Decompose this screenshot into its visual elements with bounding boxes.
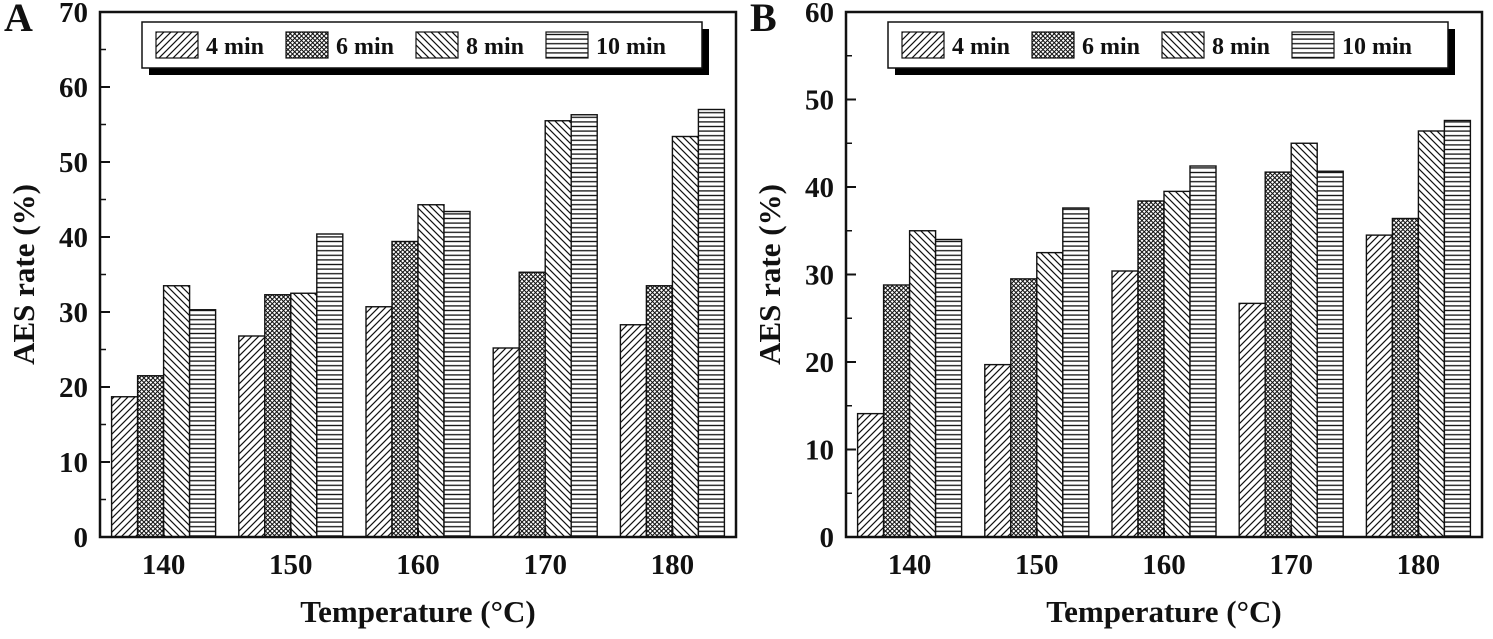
legend-label: 6 min — [1082, 34, 1140, 60]
bar-160c-4min — [365, 306, 393, 538]
bar-140c-10min — [188, 309, 217, 538]
x-tick-label: 150 — [269, 549, 313, 581]
legend-label: 4 min — [206, 34, 264, 60]
legend-swatch-crosshatch — [285, 31, 329, 59]
legend-label: 8 min — [1212, 34, 1270, 60]
y-tick-label: 40 — [805, 172, 834, 204]
bar-180c-6min — [645, 285, 674, 538]
x-tick-label: 180 — [651, 549, 695, 581]
legend-swatch-horizontal — [545, 31, 589, 59]
legend-swatch-diagonal-back — [415, 31, 459, 59]
y-axis-title: AES rate (%) — [752, 184, 787, 365]
bar-140c-10min — [934, 238, 963, 538]
y-tick-label: 0 — [820, 522, 835, 554]
x-tick-label: 140 — [888, 549, 932, 581]
y-axis-title: AES rate (%) — [6, 184, 41, 365]
y-tick-label: 70 — [59, 0, 88, 29]
bar-160c-4min — [1111, 270, 1139, 538]
bar-150c-10min — [316, 233, 344, 538]
bar-160c-6min — [391, 240, 419, 538]
bar-150c-4min — [238, 335, 266, 538]
bar-170c-6min — [518, 271, 546, 538]
bar-160c-8min — [417, 204, 445, 538]
legend-swatch-diagonal-forward — [901, 31, 945, 59]
bar-140c-6min — [136, 375, 165, 538]
bar-150c-6min — [264, 294, 292, 538]
plot-frame — [844, 10, 1484, 539]
legend-label: 10 min — [1342, 34, 1412, 60]
y-tick-label: 10 — [59, 447, 88, 479]
legend-swatch-diagonal-back — [1161, 31, 1205, 59]
bar-150c-6min — [1010, 278, 1038, 538]
x-axis-title: Temperature (°C) — [1046, 594, 1281, 629]
bar-170c-8min — [544, 120, 572, 538]
bar-140c-6min — [882, 284, 911, 538]
bar-180c-10min — [1443, 119, 1472, 538]
bar-150c-8min — [1036, 251, 1064, 538]
x-axis-title: Temperature (°C) — [300, 594, 535, 629]
bar-180c-4min — [619, 324, 648, 538]
y-tick-label: 40 — [59, 222, 88, 254]
bar-140c-8min — [908, 230, 937, 538]
bar-160c-10min — [1189, 165, 1217, 538]
legend-label: 6 min — [336, 34, 394, 60]
bar-160c-10min — [443, 210, 471, 538]
bar-180c-4min — [1365, 234, 1394, 538]
legend-swatch-diagonal-forward — [155, 31, 199, 59]
panel-label-a: A — [4, 0, 33, 40]
y-tick-label: 0 — [74, 522, 89, 554]
bar-170c-4min — [1238, 302, 1266, 538]
bar-140c-4min — [856, 412, 885, 538]
legend-label: 8 min — [466, 34, 524, 60]
x-tick-label: 170 — [1269, 549, 1313, 581]
y-tick-label: 10 — [805, 435, 834, 467]
y-tick-label: 50 — [59, 147, 88, 179]
legend-label: 4 min — [952, 34, 1010, 60]
bar-chart-a: 140 150 160 170 180 0 10 20 30 40 50 60 70 4 min 6 min… — [6, 0, 738, 629]
bar-150c-4min — [984, 363, 1012, 538]
x-tick-label: 140 — [142, 549, 186, 581]
y-tick-label: 50 — [805, 85, 834, 117]
bar-140c-4min — [110, 396, 139, 538]
x-tick-label: 150 — [1015, 549, 1059, 581]
bar-170c-10min — [1316, 170, 1344, 538]
x-tick-label: 160 — [1142, 549, 1186, 581]
bar-170c-6min — [1264, 171, 1292, 538]
bar-140c-8min — [162, 285, 191, 538]
y-tick-label: 20 — [805, 347, 834, 379]
y-tick-label: 20 — [59, 372, 88, 404]
legend-label: 10 min — [596, 34, 666, 60]
bar-170c-4min — [492, 347, 520, 538]
bar-150c-8min — [290, 292, 318, 538]
x-tick-label: 180 — [1397, 549, 1441, 581]
chart-panel-b: B 140 150 160 170 180 0 10 20 30 40 50 60 4 min 6 min… — [746, 0, 1492, 639]
legend-swatch-crosshatch — [1031, 31, 1075, 59]
y-tick-label: 60 — [59, 72, 88, 104]
bar-170c-8min — [1290, 142, 1318, 538]
bar-160c-6min — [1137, 200, 1165, 538]
bar-180c-6min — [1391, 217, 1420, 538]
plot-frame — [98, 10, 738, 539]
bar-180c-10min — [697, 108, 726, 538]
y-tick-label: 60 — [805, 0, 834, 29]
bar-160c-8min — [1163, 190, 1191, 538]
x-tick-label: 160 — [396, 549, 440, 581]
y-tick-label: 30 — [805, 260, 834, 292]
chart-panel-a: A 140 150 160 170 180 0 10 20 30 40 50 60 70 4 min 6 m… — [0, 0, 746, 639]
y-tick-label: 30 — [59, 297, 88, 329]
x-tick-label: 170 — [523, 549, 567, 581]
panel-label-b: B — [750, 0, 777, 40]
bar-180c-8min — [671, 135, 700, 538]
bar-180c-8min — [1417, 130, 1446, 538]
legend-swatch-horizontal — [1291, 31, 1335, 59]
bar-170c-10min — [570, 114, 598, 538]
bar-chart-b: 140 150 160 170 180 0 10 20 30 40 50 60 4 min 6 min 8 … — [752, 0, 1484, 629]
bar-150c-10min — [1062, 207, 1090, 538]
